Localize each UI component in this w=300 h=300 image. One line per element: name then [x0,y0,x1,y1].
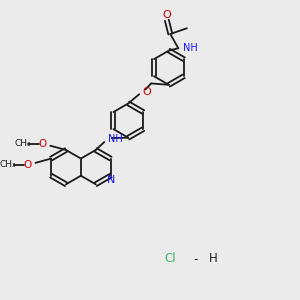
Text: N: N [106,175,115,185]
Text: -: - [194,254,198,266]
Text: O: O [23,160,32,170]
Text: CH₃: CH₃ [15,140,31,148]
Text: O: O [163,11,171,20]
Text: H: H [208,252,217,265]
Text: O: O [142,87,151,97]
Text: O: O [38,139,46,149]
Text: CH₃: CH₃ [0,160,16,169]
Text: Cl: Cl [164,252,176,265]
Text: NH: NH [108,134,122,144]
Text: NH: NH [183,43,197,53]
